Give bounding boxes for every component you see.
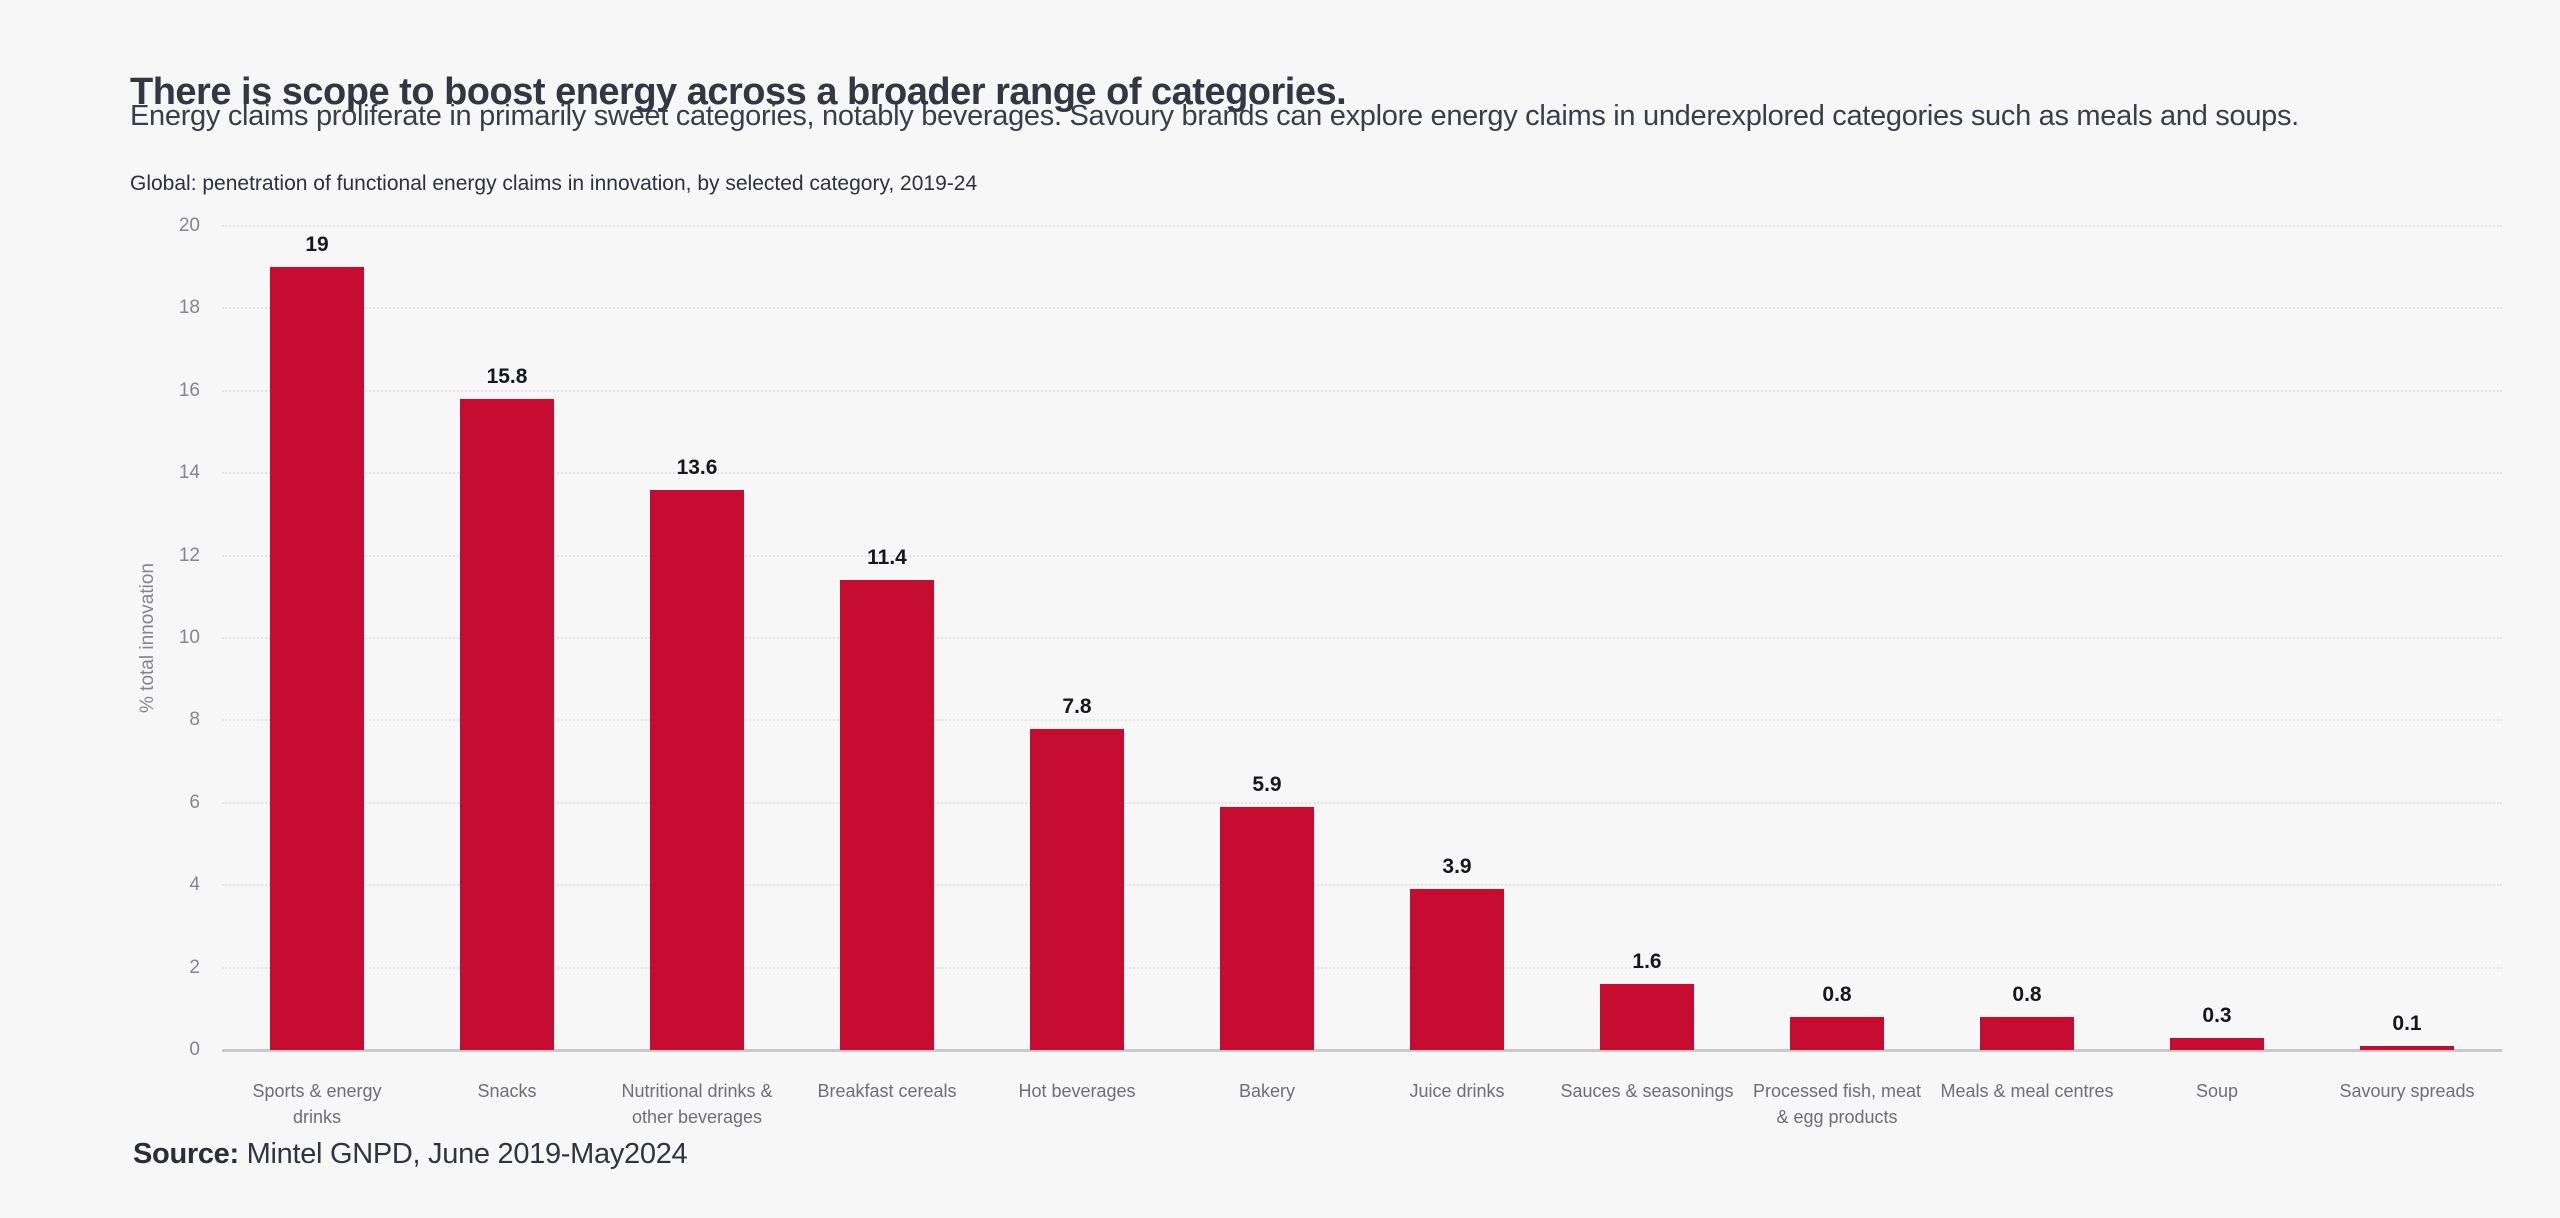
bar-value-label: 7.8 <box>1062 694 1092 718</box>
bar-value-label: 19 <box>305 233 329 257</box>
y-tick-label: 18 <box>178 297 200 319</box>
bar <box>1410 889 1504 1050</box>
x-category-label: Sauces & seasonings <box>1560 1081 1734 1101</box>
bar <box>650 489 744 1050</box>
x-category-label: Breakfast cereals <box>817 1081 957 1101</box>
gridline <box>222 966 2502 969</box>
bar <box>1980 1017 2074 1050</box>
x-category-label: Soup <box>2195 1081 2239 1101</box>
bar-value-label: 5.9 <box>1252 772 1282 796</box>
page-title: There is scope to boost energy across a … <box>130 71 1347 114</box>
y-tick-label: 10 <box>178 627 200 648</box>
x-category-label: Meals & meal centres <box>1940 1081 2114 1101</box>
gridline <box>222 801 2502 804</box>
bar-value-label: 11.4 <box>867 546 907 570</box>
y-tick-label: 20 <box>178 215 200 236</box>
gridline <box>222 307 2502 310</box>
bar-value-label: 13.6 <box>676 455 718 479</box>
y-tick-label: 2 <box>189 956 200 978</box>
gridline <box>222 389 2502 392</box>
bar <box>270 267 364 1050</box>
y-tick-label: 12 <box>178 544 200 566</box>
gridline <box>222 554 2502 557</box>
y-tick-label: 4 <box>189 874 200 896</box>
x-category-label: Snacks <box>477 1081 537 1101</box>
y-tick-label: 0 <box>189 1039 200 1060</box>
bar-value-label: 0.1 <box>2392 1011 2422 1035</box>
bar <box>1030 728 1124 1050</box>
chart-title: Global: penetration of functional energy… <box>130 172 978 195</box>
bar <box>460 399 554 1050</box>
bar <box>1220 806 1314 1050</box>
bar-value-label: 0.3 <box>2202 1003 2232 1027</box>
bar <box>840 580 934 1050</box>
bar <box>1600 984 1694 1050</box>
gridline <box>222 719 2502 722</box>
bar-value-label: 3.9 <box>1442 855 1472 879</box>
bar-value-label: 0.8 <box>2012 983 2042 1007</box>
source-label: Source: <box>133 1138 239 1170</box>
x-category-label: Savoury spreads <box>2339 1081 2475 1101</box>
x-category-label: Bakery <box>1238 1081 1296 1101</box>
bar <box>1790 1017 1884 1050</box>
source-line: Source: Mintel GNPD, June 2019-May2024 <box>133 1138 688 1171</box>
bar-value-label: 15.8 <box>486 365 528 389</box>
y-tick-label: 6 <box>189 791 200 813</box>
x-category-label: Nutritional drinks & other beverages <box>621 1081 773 1128</box>
y-tick-label: 16 <box>178 379 200 401</box>
gridline <box>222 637 2502 639</box>
bar <box>2360 1045 2454 1050</box>
bar-value-label: 1.6 <box>1632 950 1662 974</box>
x-category-label: Hot beverages <box>1018 1081 1136 1101</box>
source-text: Mintel GNPD, June 2019-May2024 <box>238 1138 688 1170</box>
x-category-label: Processed fish, meat & egg products <box>1752 1081 1922 1128</box>
gridline <box>222 225 2502 227</box>
page-subtitle: Energy claims proliferate in primarily s… <box>130 100 2299 132</box>
y-axis-title: % total innovation <box>137 563 158 713</box>
gridline <box>222 472 2502 475</box>
x-axis-baseline <box>222 1049 2502 1052</box>
y-tick-label: 8 <box>189 709 200 731</box>
gridline <box>222 884 2502 887</box>
bar <box>2170 1037 2264 1050</box>
bar-value-label: 0.8 <box>1822 983 1852 1007</box>
x-category-label: Juice drinks <box>1409 1081 1505 1101</box>
x-category-label: Sports & energy drinks <box>252 1081 382 1128</box>
y-tick-label: 14 <box>178 462 200 484</box>
